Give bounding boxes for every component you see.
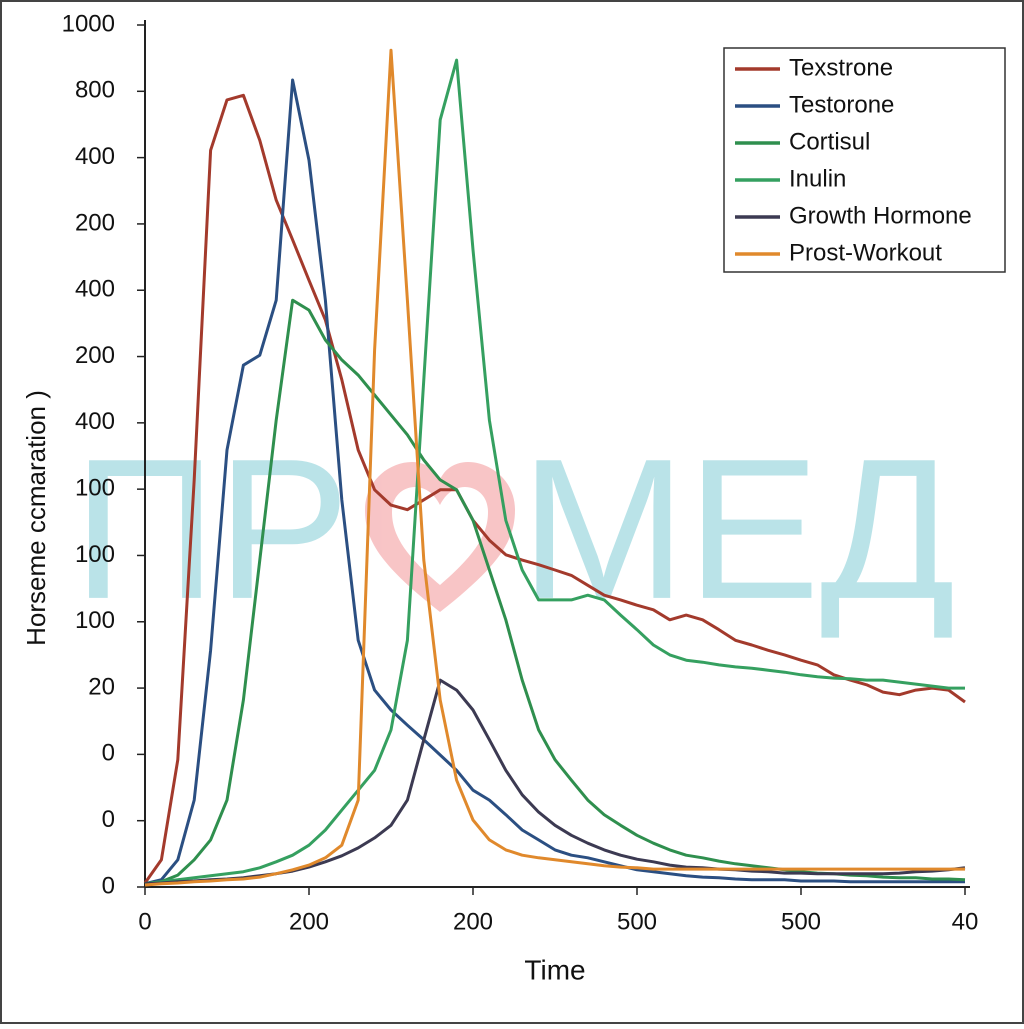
watermark-text: ПР: [73, 418, 350, 641]
x-tick-label: 500: [617, 908, 657, 935]
legend-label: Growth Hormone: [789, 202, 972, 229]
legend-label: Testorone: [789, 91, 894, 118]
series-line: [144, 78, 965, 886]
y-tick-label: 100: [75, 474, 115, 501]
y-tick-label: 1000: [62, 10, 115, 37]
x-tick-label: 200: [289, 908, 329, 935]
legend-box: [723, 47, 1006, 273]
watermark-heart: [365, 462, 515, 612]
y-tick-label: 400: [75, 143, 115, 170]
watermark: ПР МЕД: [73, 418, 956, 641]
legend-label: Cortisul: [789, 128, 870, 155]
y-tick-label: 20: [88, 673, 115, 700]
y-axis-label: Horseme ccmaration ): [21, 390, 51, 646]
legend-label: Inulin: [789, 165, 846, 192]
series-line: [144, 58, 965, 886]
x-tick-label: 0: [138, 908, 151, 935]
y-tick-label: 100: [75, 607, 115, 634]
x-tick-label: 40: [952, 908, 979, 935]
y-tick-label: 0: [102, 872, 115, 899]
y-tick-label: 200: [75, 209, 115, 236]
legend-label: Texstrone: [789, 54, 893, 81]
y-tick-label: 100: [75, 541, 115, 568]
y-tick-label: 0: [102, 806, 115, 833]
y-tick-label: 0: [102, 740, 115, 767]
x-tick-label: 200: [453, 908, 493, 935]
legend-label: Prost-Workout: [789, 239, 942, 266]
watermark-text: МЕД: [520, 418, 955, 641]
y-tick-label: 400: [75, 408, 115, 435]
x-tick-label: 500: [781, 908, 821, 935]
x-axis-label: Time: [524, 954, 585, 985]
y-tick-label: 400: [75, 276, 115, 303]
y-tick-label: 800: [75, 77, 115, 104]
y-tick-label: 200: [75, 342, 115, 369]
series-line: [144, 48, 965, 887]
